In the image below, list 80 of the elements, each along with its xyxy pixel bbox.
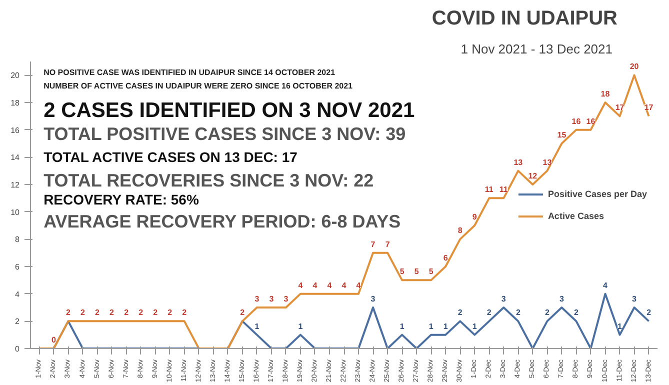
annotation: AVERAGE RECOVERY PERIOD: 6-8 DAYS xyxy=(44,211,401,232)
data-label: 2 xyxy=(182,308,188,318)
data-label: 3 xyxy=(254,294,260,304)
data-label: 2 xyxy=(544,308,550,318)
data-label: 2 xyxy=(516,308,521,318)
data-label: 9 xyxy=(472,212,478,222)
data-label: 17 xyxy=(615,103,625,112)
data-label: 2 xyxy=(458,308,463,318)
annotation: TOTAL ACTIVE CASES ON 13 DEC: 17 xyxy=(44,149,298,166)
data-label: 1 xyxy=(298,322,304,331)
data-label: 8 xyxy=(458,226,463,236)
data-label: 2 xyxy=(240,308,246,318)
y-tick-label: 6 xyxy=(15,262,20,272)
y-tick-label: 14 xyxy=(10,153,20,162)
y-tick-label: 12 xyxy=(10,180,20,190)
y-tick-label: 8 xyxy=(15,235,20,244)
data-label: 2 xyxy=(66,308,72,318)
y-tick-label: 18 xyxy=(10,98,20,108)
data-label: 2 xyxy=(646,308,652,318)
data-label: 4 xyxy=(603,280,608,290)
data-label: 2 xyxy=(486,308,492,318)
data-label: 11 xyxy=(499,185,508,194)
chart-subtitle: 1 Nov 2021 - 13 Dec 2021 xyxy=(460,42,613,56)
data-label: 15 xyxy=(557,130,567,140)
data-label: 16 xyxy=(586,116,596,126)
data-label: 1 xyxy=(472,322,478,331)
y-tick-label: 4 xyxy=(15,290,20,299)
annotation: NO POSITIVE CASE WAS IDENTIFIED IN UDAIPUR SINCE 14 OCTOBER 2021 xyxy=(44,68,336,77)
data-label: 4 xyxy=(356,280,362,290)
data-label: 1 xyxy=(400,322,405,331)
y-tick-label: 2 xyxy=(15,317,20,326)
data-label: 3 xyxy=(559,294,564,304)
data-label: 6 xyxy=(443,254,448,262)
data-label: 11 xyxy=(484,185,494,194)
legend-label: Positive Cases per Day xyxy=(548,188,647,198)
data-label: 3 xyxy=(501,294,506,304)
data-label: 3 xyxy=(370,294,376,304)
annotation: TOTAL RECOVERIES SINCE 3 NOV: 22 xyxy=(44,170,374,190)
y-tick-label: 16 xyxy=(10,126,20,135)
annotation: TOTAL POSITIVE CASES SINCE 3 NOV: 39 xyxy=(44,124,406,144)
data-label: 1 xyxy=(428,322,434,331)
data-label: 2 xyxy=(80,308,86,318)
data-label: 13 xyxy=(542,158,552,167)
data-label: 2 xyxy=(138,308,144,318)
data-label: 2 xyxy=(124,308,130,318)
data-label: 0 xyxy=(52,336,56,344)
data-label: 5 xyxy=(400,267,405,276)
data-label: 7 xyxy=(385,240,390,249)
data-label: 4 xyxy=(327,280,332,290)
data-label: 1 xyxy=(254,322,260,331)
annotation: RECOVERY RATE: 56% xyxy=(44,192,200,208)
data-label: 1 xyxy=(443,322,448,331)
data-label: 18 xyxy=(600,90,610,98)
chart-title: COVID IN UDAIPUR xyxy=(432,8,618,30)
y-tick-label: 20 xyxy=(10,71,20,80)
data-label: 1 xyxy=(618,322,623,331)
data-label: 4 xyxy=(312,280,318,290)
data-label: 3 xyxy=(284,294,289,304)
data-label: 5 xyxy=(428,267,434,276)
data-label: 16 xyxy=(572,116,582,126)
data-label: 20 xyxy=(630,62,640,72)
data-label: 2 xyxy=(110,308,115,318)
data-label: 2 xyxy=(153,308,158,318)
data-label: 7 xyxy=(370,240,376,249)
data-label: 12 xyxy=(528,172,538,180)
y-tick-label: 10 xyxy=(10,208,20,217)
data-label: 4 xyxy=(298,280,304,290)
annotation: NUMBER OF ACTIVE CASES IN UDAIPUR WERE ZERO SINCE 16 OCTOBER 2021 xyxy=(44,82,354,91)
data-label: 3 xyxy=(632,294,638,304)
data-label: 5 xyxy=(414,267,420,276)
annotation: 2 CASES IDENTIFIED ON 3 NOV 2021 xyxy=(44,99,415,122)
data-label: 13 xyxy=(514,158,524,167)
data-label: 2 xyxy=(168,308,173,318)
data-label: 2 xyxy=(574,308,579,318)
legend-label: Active Cases xyxy=(548,210,604,220)
data-label: 3 xyxy=(269,294,274,304)
data-label: 4 xyxy=(342,280,347,290)
y-tick-label: 0 xyxy=(15,344,20,354)
data-label: 2 xyxy=(95,308,100,318)
data-label: 17 xyxy=(644,103,654,112)
